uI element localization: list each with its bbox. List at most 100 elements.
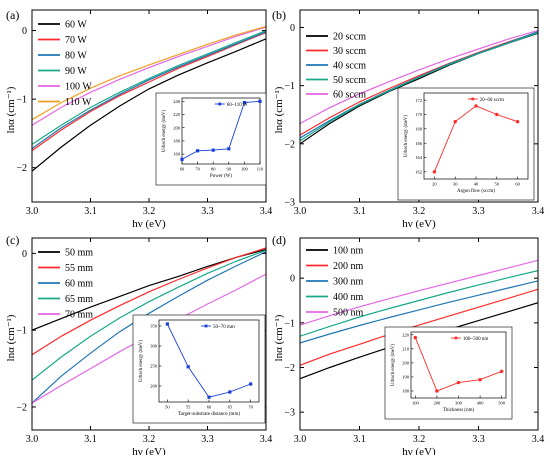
inset-point bbox=[453, 119, 457, 124]
inset-point bbox=[249, 382, 253, 386]
inset-y-tick-label: 200 bbox=[173, 125, 181, 130]
legend-label: 300 nm bbox=[333, 277, 364, 288]
legend-label: 50 mm bbox=[65, 248, 93, 259]
inset-y-tick-label: 170 bbox=[415, 112, 423, 117]
legend-label: 400 nm bbox=[333, 292, 364, 303]
inset-legend-label: 50~70 mm bbox=[213, 325, 235, 330]
legend-label: 40 sccm bbox=[333, 61, 366, 72]
x-tick-label: 3.1 bbox=[84, 434, 97, 445]
inset-x-tick-label: 70 bbox=[248, 405, 253, 410]
x-tick-label: 3.3 bbox=[472, 434, 485, 445]
inset-point bbox=[413, 335, 418, 340]
x-tick-label: 3.4 bbox=[532, 434, 545, 445]
inset-point bbox=[211, 148, 215, 152]
inset-y-tick-label: 180 bbox=[402, 389, 410, 394]
x-tick-label: 3.3 bbox=[201, 434, 214, 445]
x-tick-label: 3.1 bbox=[353, 434, 366, 445]
x-tick-label: 3.0 bbox=[294, 434, 307, 445]
inset-x-tick-label: 40 bbox=[474, 182, 479, 187]
x-tick-label: 3.0 bbox=[26, 434, 39, 445]
legend-label: 100 nm bbox=[333, 246, 364, 257]
inset-x-tick-label: 100 bbox=[412, 401, 420, 406]
inset-legend-label: 60~110 W bbox=[227, 103, 248, 108]
inset-x-tick-label: 65 bbox=[228, 405, 233, 410]
y-tick-label: −2 bbox=[16, 402, 27, 413]
legend-label: 60 sccm bbox=[333, 90, 366, 101]
inset-point bbox=[165, 322, 169, 326]
inset-y-axis-label: Urbach energy (meV) bbox=[404, 115, 409, 157]
inset-legend-marker bbox=[204, 324, 208, 328]
inset-y-tick-label: 350 bbox=[150, 324, 158, 329]
inset-background bbox=[132, 314, 266, 424]
series-line-5 bbox=[300, 29, 538, 125]
inset-point bbox=[478, 378, 482, 382]
inset-x-axis-label: Thickness (nm) bbox=[443, 408, 475, 413]
inset-legend-label: 100~500 nm bbox=[463, 337, 488, 342]
series-line-3 bbox=[300, 280, 538, 344]
x-axis-label: hν (eV) bbox=[132, 446, 166, 455]
series-line-1 bbox=[32, 38, 266, 172]
y-tick-label: −1 bbox=[16, 326, 27, 337]
legend: 20 sccm 30 sccm 40 sccm 50 sccm 60 sccm bbox=[306, 32, 366, 101]
y-tick-label: 0 bbox=[22, 249, 27, 260]
panel-label: (a) bbox=[6, 8, 19, 22]
legend-label: 30 sccm bbox=[333, 46, 366, 57]
x-tick-label: 3.3 bbox=[472, 206, 485, 217]
inset-frame bbox=[181, 97, 261, 165]
inset-x-tick-label: 60 bbox=[180, 167, 185, 172]
inset: 50 55 60 65 70 200 250 300 350 Target-substrate d… bbox=[132, 314, 266, 424]
inset-y-tick-label: 200 bbox=[402, 360, 410, 365]
inset-background bbox=[155, 92, 267, 186]
legend-label: 80 W bbox=[65, 51, 87, 62]
y-tick-label: −1 bbox=[16, 95, 27, 106]
inset-y-axis-label: Urbach energy (meV) bbox=[139, 340, 144, 382]
legend-label: 20 sccm bbox=[333, 32, 366, 43]
series-line-4 bbox=[32, 249, 266, 381]
series-group bbox=[300, 29, 538, 145]
y-tick-label: −3 bbox=[284, 408, 295, 419]
inset-x-tick-label: 60 bbox=[207, 405, 212, 410]
series-line-2 bbox=[32, 32, 266, 152]
inset-point bbox=[227, 147, 231, 151]
inset-x-tick-label: 500 bbox=[498, 401, 506, 406]
inset-y-tick-label: 190 bbox=[402, 375, 410, 380]
series-line-3 bbox=[32, 31, 266, 149]
inset-x-tick-label: 110 bbox=[257, 167, 264, 172]
inset-background bbox=[397, 87, 535, 201]
series-line-5 bbox=[32, 26, 266, 126]
y-tick-label: −1 bbox=[284, 81, 295, 92]
x-tick-label: 3.2 bbox=[143, 434, 156, 445]
panel-label: (b) bbox=[272, 8, 286, 22]
x-tick-label: 3.4 bbox=[260, 206, 273, 217]
x-tick-label: 3.0 bbox=[294, 206, 307, 217]
inset-y-tick-label: 168 bbox=[415, 126, 423, 131]
y-tick-label: −2 bbox=[284, 139, 295, 150]
y-tick-label: −1 bbox=[284, 318, 295, 329]
legend-label: 500 nm bbox=[333, 308, 364, 319]
inset-y-axis-label: Urbach energy (meV) bbox=[391, 344, 396, 386]
inset-point bbox=[207, 395, 211, 399]
y-axis-label: lnα (cm⁻¹) bbox=[5, 314, 17, 361]
legend-label: 60 mm bbox=[65, 279, 93, 290]
panel-3: 3.0 3.1 3.2 3.3 3.4 −2 −1 0 hν (eV) lnα (cm⁻¹) (c)… bbox=[5, 233, 272, 458]
x-axis-label: hν (eV) bbox=[132, 218, 166, 230]
series-line-4 bbox=[32, 30, 266, 145]
series-group bbox=[300, 259, 538, 380]
panel-2: 3.0 3.1 3.2 3.3 3.4 −3 −2 −1 0 hν (eV) lnα (cm⁻¹) (… bbox=[272, 8, 544, 230]
inset-x-tick-label: 30 bbox=[453, 182, 458, 187]
series-line-2 bbox=[32, 247, 266, 356]
inset-y-tick-label: 160 bbox=[173, 152, 181, 157]
x-tick-label: 3.1 bbox=[84, 206, 97, 217]
inset-x-tick-label: 60 bbox=[515, 182, 520, 187]
legend-label: 100 W bbox=[65, 82, 92, 93]
x-tick-label: 3.2 bbox=[143, 206, 156, 217]
legend: 50 mm 55 mm 60 mm 65 mm 70 mm bbox=[38, 248, 93, 321]
y-tick-label: 0 bbox=[290, 23, 295, 34]
inset-point bbox=[186, 365, 190, 369]
y-axis-label: lnα (cm⁻¹) bbox=[5, 86, 17, 133]
panel-1: 3.0 3.1 3.2 3.3 3.4 −2 −1 0 hν (eV) lnα (cm⁻¹) (a)… bbox=[5, 8, 272, 230]
legend-label: 70 mm bbox=[65, 310, 93, 321]
inset: 100 200 300 400 500 180 190 200 210 220 Thickness … bbox=[384, 326, 513, 420]
